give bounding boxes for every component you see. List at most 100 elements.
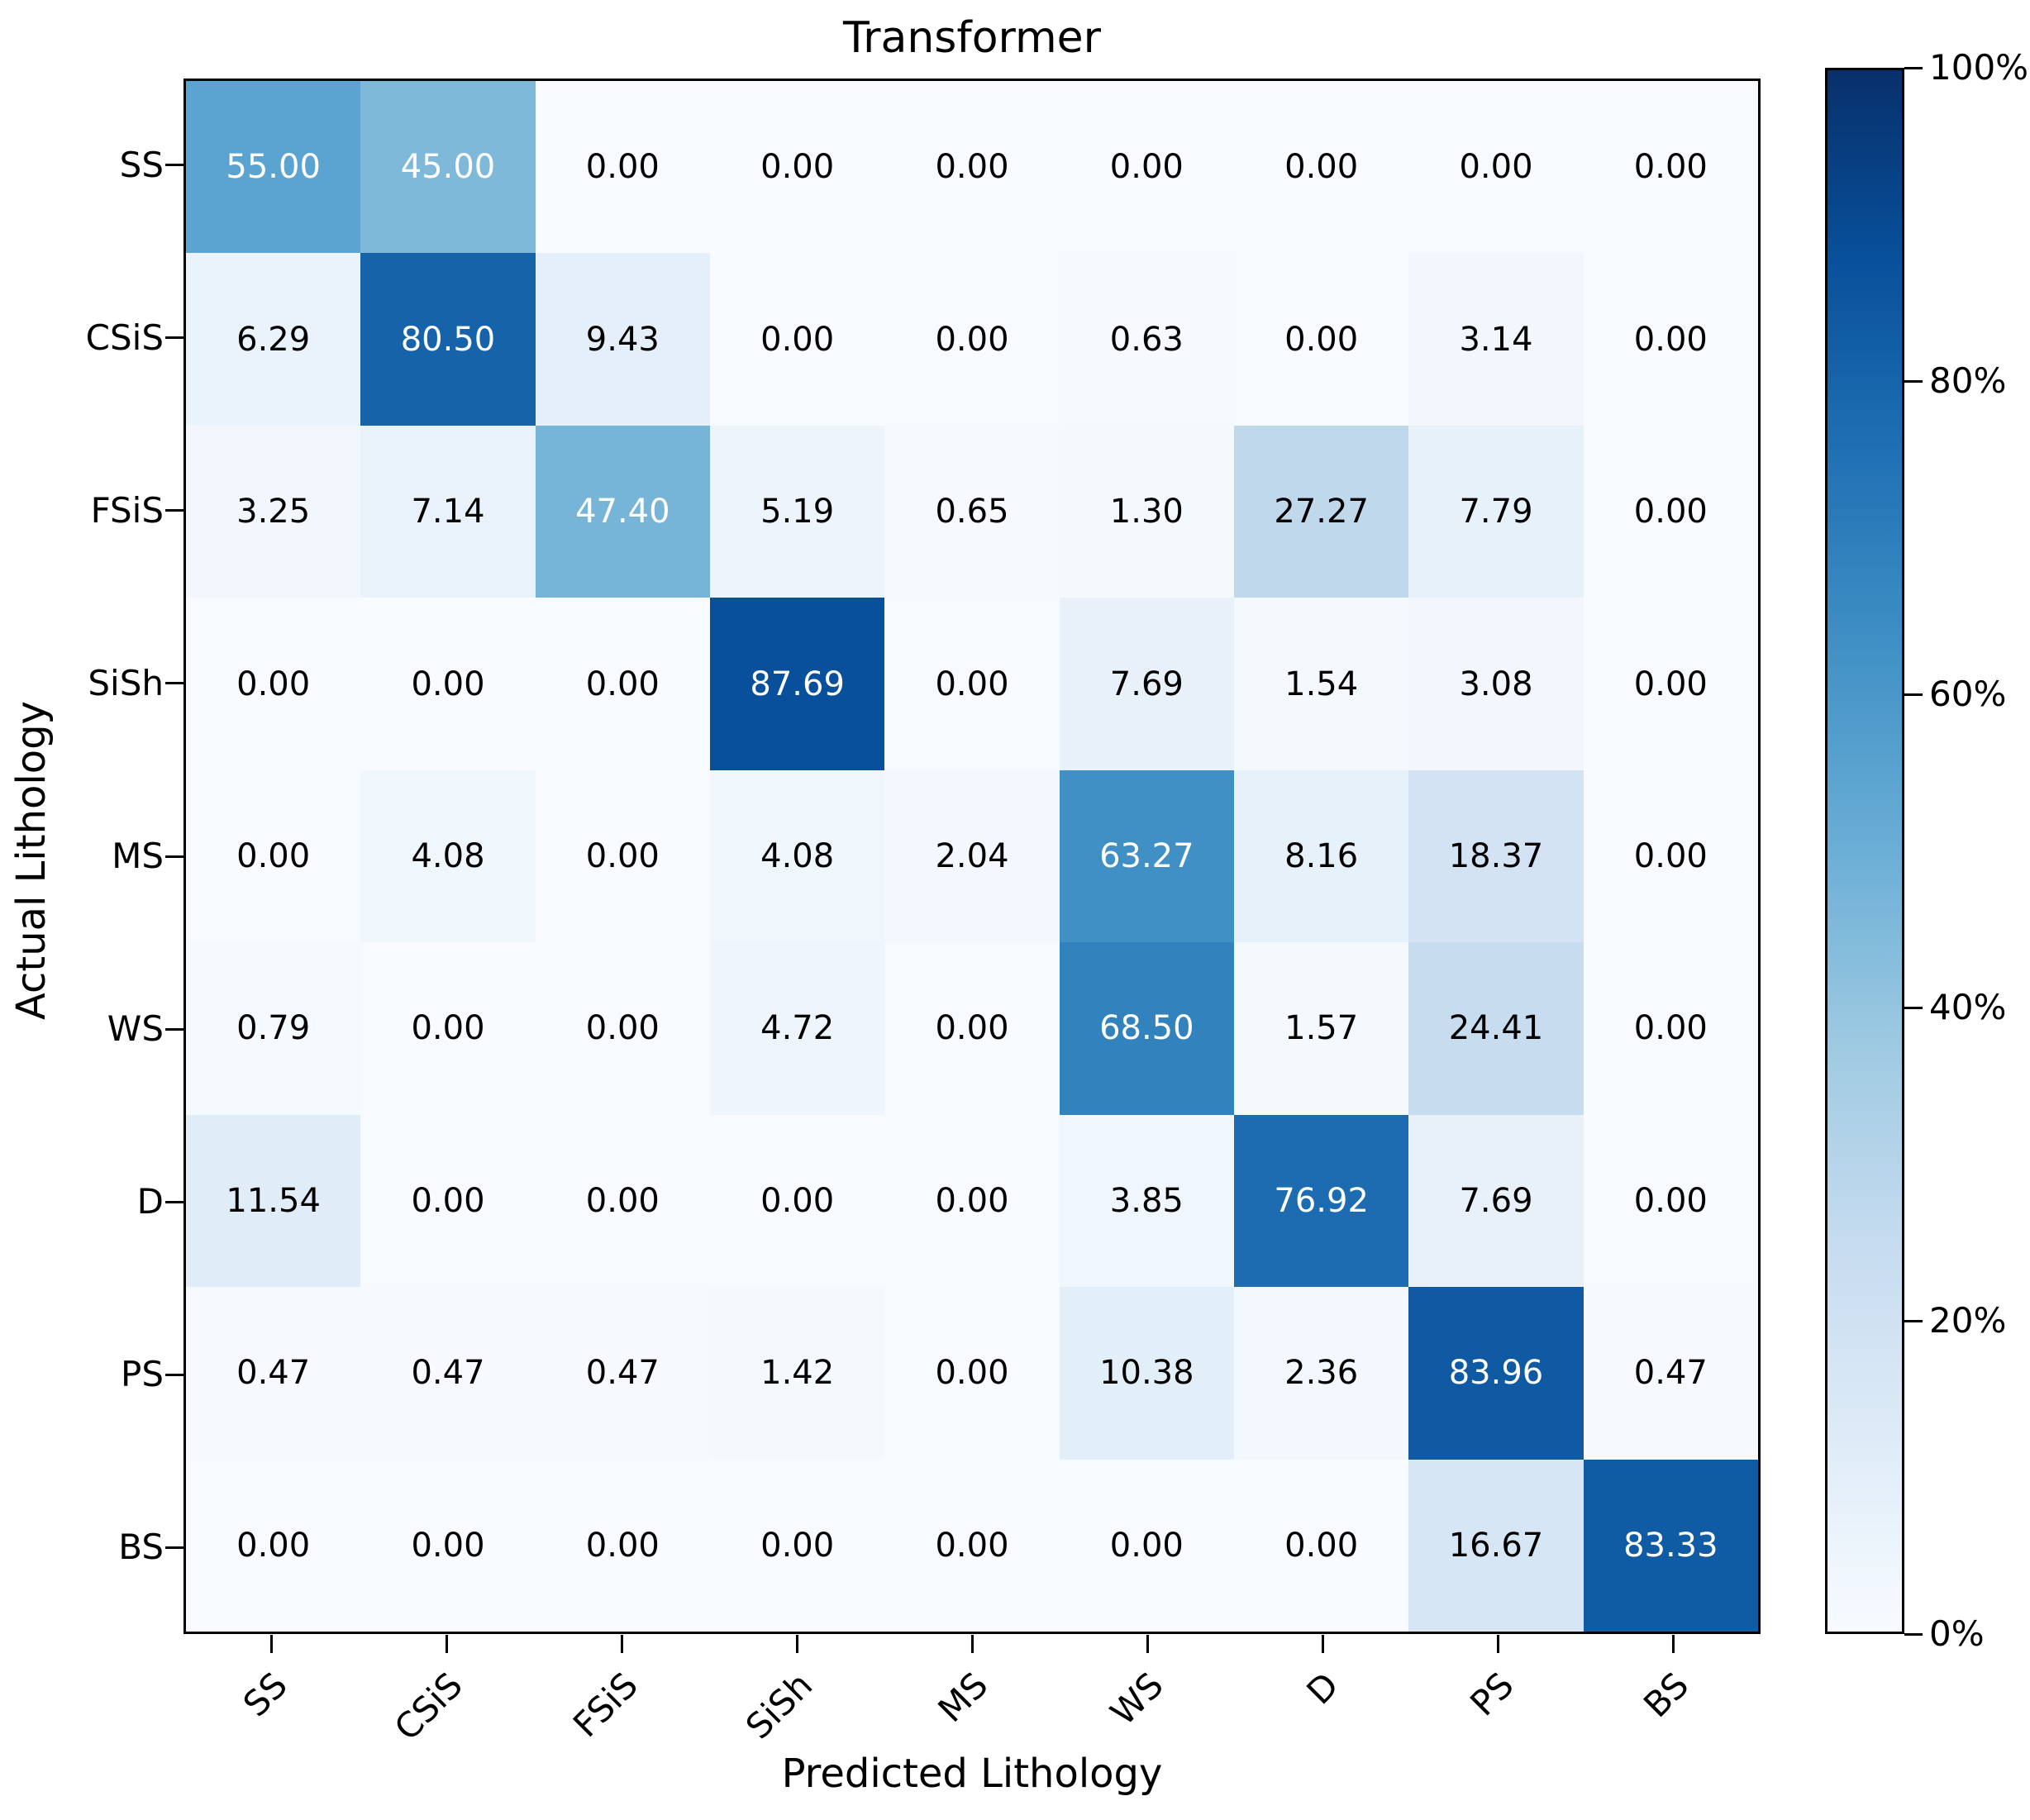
heatmap-cell-WS-PS: 24.41	[1408, 942, 1584, 1115]
heatmap-cell-SiSh-FSiS: 0.00	[535, 598, 710, 770]
heatmap-grid: 55.00 45.00 0.00 0.00 0.00 0.00 0.00 0.00 0.00 6.…	[183, 79, 1761, 1634]
heatmap-cell-BS-D: 0.00	[1233, 1459, 1409, 1632]
y-tick-label-D: D	[136, 1181, 164, 1222]
heatmap-cell-SiSh-PS: 3.08	[1408, 598, 1584, 770]
chart-title: Transformer	[842, 13, 1102, 63]
x-tick-mark	[1671, 1635, 1675, 1653]
heatmap-cell-SiSh-CSiS: 0.00	[360, 598, 536, 770]
heatmap-cell-MS-WS: 63.27	[1059, 769, 1234, 943]
y-tick-mark	[165, 1373, 183, 1376]
y-tick-mark	[165, 164, 183, 167]
heatmap-cell-BS-SS: 0.00	[186, 1459, 361, 1632]
heatmap-cell-CSiS-CSiS: 80.50	[360, 253, 536, 426]
heatmap-cell-PS-SS: 0.47	[186, 1287, 361, 1460]
heatmap-cell-BS-MS: 0.00	[884, 1459, 1060, 1632]
heatmap-cell-CSiS-WS: 0.63	[1059, 253, 1234, 426]
y-tick-mark	[165, 336, 183, 340]
heatmap-cell-FSiS-CSiS: 7.14	[360, 425, 536, 598]
y-tick-label-SiSh: SiSh	[88, 662, 164, 703]
x-tick-label-MS: MS	[930, 1665, 996, 1731]
colorbar-tick-mark	[1904, 379, 1923, 383]
heatmap-cell-BS-FSiS: 0.00	[535, 1459, 710, 1632]
heatmap-cell-MS-D: 8.16	[1233, 769, 1409, 943]
y-tick-label-CSiS: CSiS	[85, 317, 164, 358]
x-tick-label-CSiS: CSiS	[386, 1665, 470, 1749]
heatmap-cell-D-PS: 7.69	[1408, 1114, 1584, 1288]
x-tick-mark	[269, 1635, 273, 1653]
heatmap-cell-WS-SS: 0.79	[186, 942, 361, 1115]
y-tick-mark	[165, 1546, 183, 1549]
y-tick-label-MS: MS	[112, 836, 164, 876]
heatmap-cell-FSiS-SiSh: 5.19	[709, 425, 885, 598]
heatmap-cell-CSiS-PS: 3.14	[1408, 253, 1584, 426]
y-tick-mark	[165, 855, 183, 858]
heatmap-cell-FSiS-D: 27.27	[1233, 425, 1409, 598]
x-tick-mark	[1321, 1635, 1324, 1653]
x-tick-mark	[1496, 1635, 1499, 1653]
heatmap-cell-BS-WS: 0.00	[1059, 1459, 1234, 1632]
heatmap-cell-D-CSiS: 0.00	[360, 1114, 536, 1288]
heatmap-cell-D-BS: 0.00	[1583, 1114, 1758, 1288]
colorbar-tick-label-20%: 20%	[1929, 1300, 2007, 1341]
y-tick-label-WS: WS	[107, 1008, 164, 1050]
x-tick-label-D: D	[1299, 1665, 1346, 1713]
colorbar-tick-mark	[1904, 1632, 1923, 1636]
heatmap-cell-SiSh-SS: 0.00	[186, 598, 361, 770]
x-tick-label-SiSh: SiSh	[738, 1665, 821, 1747]
heatmap-cell-D-SiSh: 0.00	[709, 1114, 885, 1288]
heatmap-cell-PS-WS: 10.38	[1059, 1287, 1234, 1460]
x-axis-title: Predicted Lithology	[781, 1751, 1163, 1797]
heatmap-cell-BS-PS: 16.67	[1408, 1459, 1584, 1632]
x-tick-label-PS: PS	[1462, 1665, 1522, 1724]
heatmap-cell-FSiS-SS: 3.25	[186, 425, 361, 598]
heatmap-cell-SS-MS: 0.00	[884, 81, 1060, 254]
colorbar	[1825, 68, 1904, 1634]
heatmap-cell-SiSh-BS: 0.00	[1583, 598, 1758, 770]
y-tick-label-FSiS: FSiS	[90, 489, 164, 531]
heatmap-cell-MS-SiSh: 4.08	[709, 769, 885, 943]
heatmap-cell-PS-D: 2.36	[1233, 1287, 1409, 1460]
heatmap-cell-SS-FSiS: 0.00	[535, 81, 710, 254]
heatmap-cell-SS-SiSh: 0.00	[709, 81, 885, 254]
y-tick-mark	[165, 509, 183, 512]
x-tick-mark	[1146, 1635, 1149, 1653]
heatmap-cell-WS-D: 1.57	[1233, 942, 1409, 1115]
y-tick-label-PS: PS	[121, 1354, 164, 1395]
heatmap-cell-SS-WS: 0.00	[1059, 81, 1234, 254]
heatmap-cell-FSiS-BS: 0.00	[1583, 425, 1758, 598]
colorbar-tick-label-60%: 60%	[1929, 674, 2007, 714]
heatmap-cell-CSiS-SS: 6.29	[186, 253, 361, 426]
heatmap-cell-CSiS-MS: 0.00	[884, 253, 1060, 426]
heatmap-cell-SS-BS: 0.00	[1583, 81, 1758, 254]
colorbar-tick-mark	[1904, 1006, 1923, 1009]
heatmap-cell-PS-BS: 0.47	[1583, 1287, 1758, 1460]
x-tick-label-FSiS: FSiS	[565, 1665, 646, 1746]
heatmap-cell-WS-SiSh: 4.72	[709, 942, 885, 1115]
heatmap-cell-D-WS: 3.85	[1059, 1114, 1234, 1288]
heatmap-cell-WS-FSiS: 0.00	[535, 942, 710, 1115]
heatmap-cell-WS-CSiS: 0.00	[360, 942, 536, 1115]
x-tick-mark	[445, 1635, 448, 1653]
colorbar-tick-label-100%: 100%	[1929, 47, 2029, 88]
heatmap-cell-MS-SS: 0.00	[186, 769, 361, 943]
heatmap-cell-SS-PS: 0.00	[1408, 81, 1584, 254]
heatmap-cell-D-SS: 11.54	[186, 1114, 361, 1288]
y-tick-mark	[165, 1027, 183, 1031]
heatmap-cell-MS-BS: 0.00	[1583, 769, 1758, 943]
x-tick-label-SS: SS	[235, 1665, 295, 1725]
heatmap-cell-D-FSiS: 0.00	[535, 1114, 710, 1288]
heatmap-cell-FSiS-MS: 0.65	[884, 425, 1060, 598]
colorbar-tick-mark	[1904, 693, 1923, 696]
heatmap-cell-MS-PS: 18.37	[1408, 769, 1584, 943]
heatmap-cell-BS-SiSh: 0.00	[709, 1459, 885, 1632]
heatmap-cell-MS-FSiS: 0.00	[535, 769, 710, 943]
heatmap-cell-MS-MS: 2.04	[884, 769, 1060, 943]
y-tick-mark	[165, 1200, 183, 1203]
heatmap-cell-SiSh-MS: 0.00	[884, 598, 1060, 770]
heatmap-cell-PS-SiSh: 1.42	[709, 1287, 885, 1460]
heatmap-cell-CSiS-BS: 0.00	[1583, 253, 1758, 426]
heatmap-cell-SS-D: 0.00	[1233, 81, 1409, 254]
heatmap-cell-FSiS-WS: 1.30	[1059, 425, 1234, 598]
colorbar-tick-mark	[1904, 66, 1923, 69]
